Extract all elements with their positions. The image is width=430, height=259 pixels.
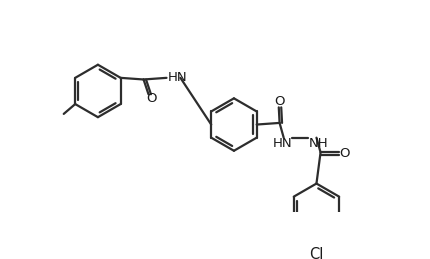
- Text: HN: HN: [273, 137, 292, 150]
- Text: Cl: Cl: [309, 247, 323, 259]
- Text: O: O: [274, 95, 284, 108]
- Text: NH: NH: [308, 137, 328, 150]
- Text: HN: HN: [167, 70, 187, 83]
- Text: O: O: [146, 92, 157, 105]
- Text: O: O: [338, 147, 349, 160]
